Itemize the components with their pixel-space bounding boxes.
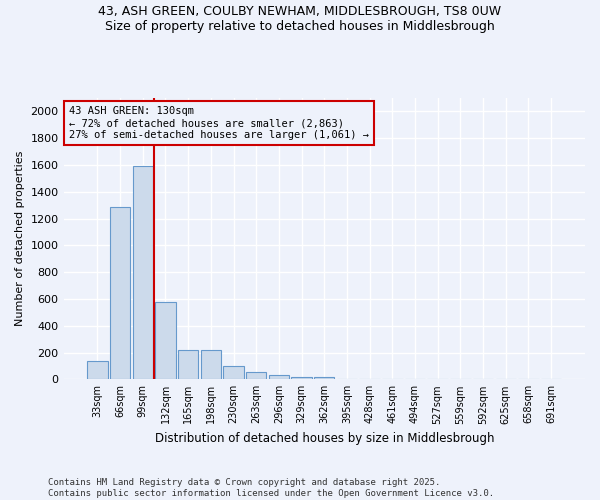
Bar: [110, 206, 130, 380]
Text: Contains HM Land Registry data © Crown copyright and database right 2025.
Contai: Contains HM Land Registry data © Crown c…: [48, 478, 494, 498]
Bar: [246, 372, 266, 380]
Bar: [314, 376, 334, 380]
Bar: [292, 376, 312, 380]
Bar: [223, 366, 244, 380]
Bar: [200, 350, 221, 380]
Bar: [155, 302, 176, 380]
Bar: [87, 360, 107, 380]
Bar: [178, 350, 199, 380]
Text: 43, ASH GREEN, COULBY NEWHAM, MIDDLESBROUGH, TS8 0UW
Size of property relative t: 43, ASH GREEN, COULBY NEWHAM, MIDDLESBRO…: [98, 5, 502, 33]
Text: 43 ASH GREEN: 130sqm
← 72% of detached houses are smaller (2,863)
27% of semi-de: 43 ASH GREEN: 130sqm ← 72% of detached h…: [69, 106, 369, 140]
Y-axis label: Number of detached properties: Number of detached properties: [15, 151, 25, 326]
Bar: [269, 376, 289, 380]
Bar: [133, 166, 153, 380]
X-axis label: Distribution of detached houses by size in Middlesbrough: Distribution of detached houses by size …: [155, 432, 494, 445]
